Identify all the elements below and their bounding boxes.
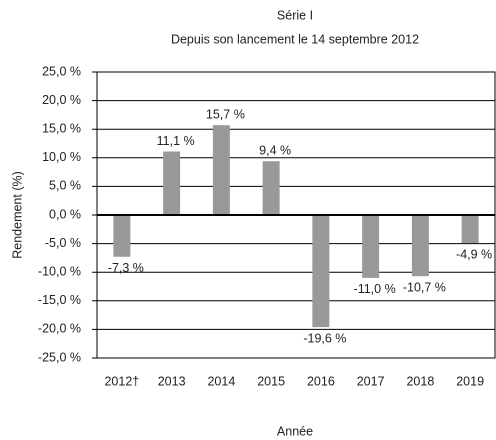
bar (312, 215, 330, 328)
x-tick-label: 2019 (456, 374, 484, 388)
x-tick-label: 2016 (307, 374, 335, 388)
bar (262, 161, 280, 215)
y-tick-label: 25,0 % (42, 64, 81, 78)
y-axis-title: Rendement (%) (10, 171, 24, 259)
bar (411, 215, 429, 277)
x-tick-label: 2013 (158, 374, 186, 388)
x-tick-label: 2014 (207, 374, 235, 388)
x-tick-label: 2017 (357, 374, 385, 388)
bar (163, 151, 181, 215)
value-label: 9,4 % (259, 144, 291, 158)
y-tick-label: 5,0 % (49, 179, 81, 193)
y-tick-label: 10,0 % (42, 150, 81, 164)
chart-title: Série I (277, 8, 313, 22)
value-label: -11,0 % (354, 282, 396, 296)
y-tick-label: -25,0 % (38, 350, 81, 364)
y-tick-label: -5,0 % (45, 236, 81, 250)
chart-subtitle: Depuis son lancement le 14 septembre 201… (171, 32, 419, 46)
value-label: -7,3 % (108, 261, 144, 275)
y-tick-label: 15,0 % (42, 121, 81, 135)
value-label: 11,1 % (157, 134, 195, 148)
value-label: 15,7 % (206, 107, 245, 121)
bar (212, 125, 230, 215)
y-tick-label: -15,0 % (38, 293, 81, 307)
x-tick-label: 2012† (104, 374, 139, 388)
x-tick-label: 2018 (406, 374, 434, 388)
y-tick-label: -10,0 % (38, 264, 81, 278)
bar (362, 215, 380, 278)
y-tick-label: 0,0 % (49, 207, 81, 221)
x-tick-label: 2015 (257, 374, 285, 388)
y-tick-label: 20,0 % (42, 93, 81, 107)
bar (461, 215, 479, 244)
value-label: -19,6 % (303, 331, 346, 345)
value-label: -10,7 % (403, 281, 446, 295)
x-axis-title: Année (277, 424, 313, 438)
bar (113, 215, 131, 257)
value-label: -4,9 % (456, 247, 492, 261)
y-tick-label: -20,0 % (38, 322, 81, 336)
